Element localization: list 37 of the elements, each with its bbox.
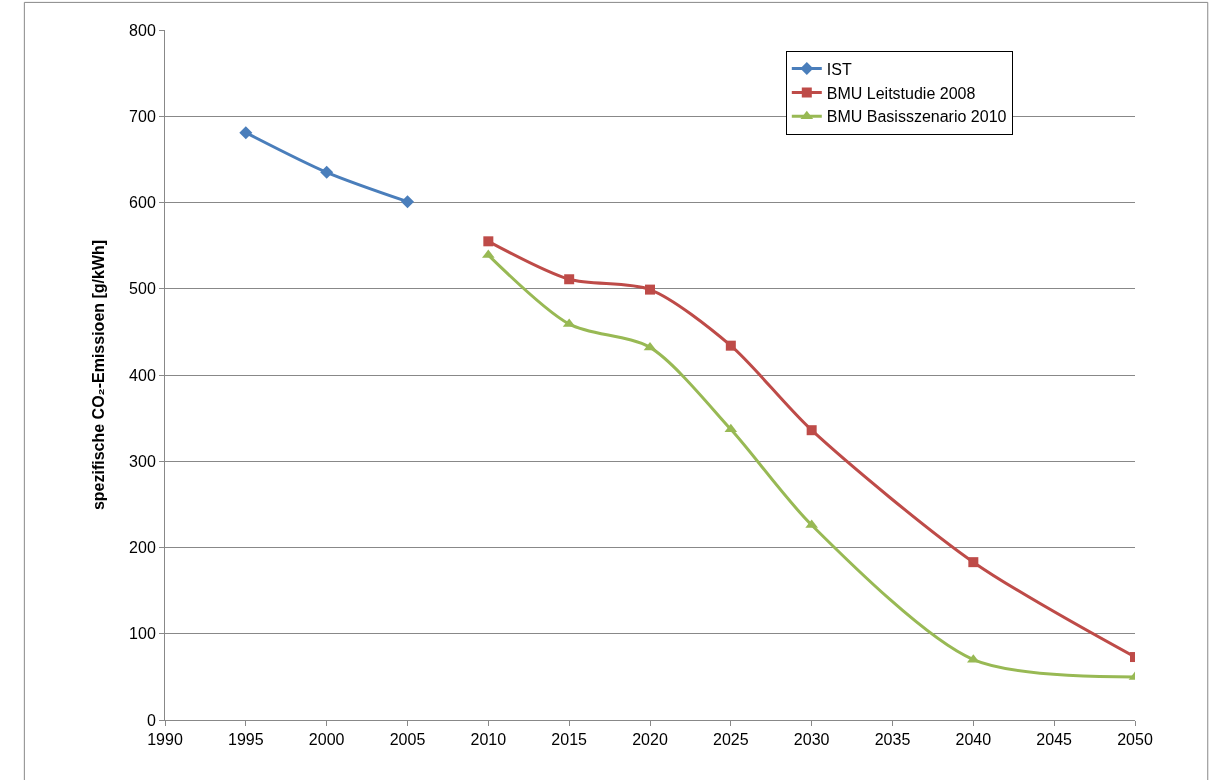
x-tick-label: 2025 — [713, 731, 749, 749]
x-tick-label: 2040 — [955, 731, 992, 749]
y-tick-label: 0 — [146, 711, 156, 729]
x-tick-label: 2015 — [551, 731, 588, 749]
legend-label: BMU Basisszenario 2010 — [826, 108, 1007, 126]
x-tick-label: 1995 — [228, 731, 264, 749]
point — [806, 425, 817, 436]
x-tick-label: 1990 — [147, 731, 183, 749]
x-tick-label: 2000 — [308, 731, 345, 749]
point — [320, 165, 334, 179]
point — [564, 274, 575, 285]
y-tick-label: 700 — [129, 107, 156, 125]
x-tick-label: 2010 — [470, 731, 507, 749]
y-tick-label: 500 — [129, 280, 156, 298]
x-tick-label: 2020 — [632, 731, 668, 749]
y-tick-label: 300 — [129, 452, 156, 470]
x-tick-label: 2030 — [793, 731, 830, 749]
y-axis-title: spezifische CO₂-Emissioen [g/kWh] — [90, 239, 107, 511]
point — [724, 423, 738, 433]
legend-label: IST — [826, 60, 852, 78]
x-tick-label: 2005 — [389, 731, 426, 749]
y-tick-label: 600 — [129, 194, 156, 212]
y-tick-label: 200 — [129, 539, 156, 557]
legend-label: BMU Leitstudie 2008 — [826, 84, 976, 102]
point — [239, 126, 253, 140]
x-tick-label: 2035 — [874, 731, 911, 749]
point — [645, 284, 655, 295]
x-tick-label: 2050 — [1117, 731, 1153, 749]
y-tick-label: 100 — [129, 625, 156, 643]
y-tick-label: 400 — [129, 366, 156, 384]
point — [643, 341, 657, 351]
x-tick-label: 2045 — [1036, 731, 1073, 749]
point — [725, 340, 736, 351]
point — [483, 236, 494, 247]
point — [968, 557, 979, 568]
y-tick-label: 800 — [129, 21, 156, 39]
point — [401, 195, 414, 209]
